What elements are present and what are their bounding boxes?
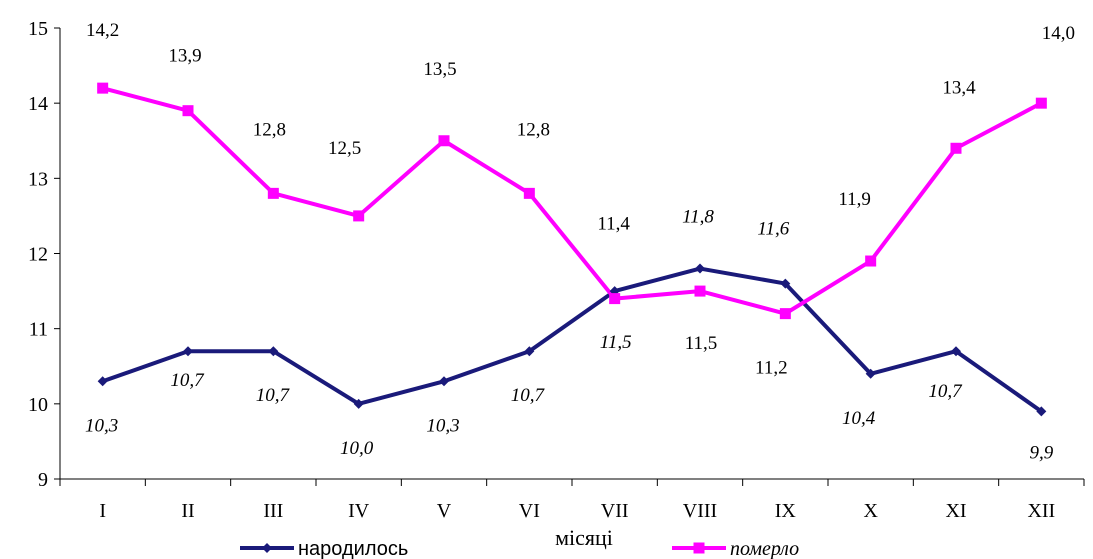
series-line-born (102, 266, 1043, 413)
data-label: 11,8 (682, 207, 714, 228)
y-tick-label: 14 (28, 93, 48, 115)
x-tick-label: IV (348, 500, 370, 522)
data-label: 12,8 (253, 119, 286, 140)
data-label: 10,3 (85, 415, 118, 436)
data-point-marker (267, 187, 279, 199)
data-point-marker (523, 187, 535, 199)
data-point-marker (97, 376, 108, 387)
data-label: 10,7 (511, 385, 546, 406)
data-label: 13,9 (168, 46, 201, 67)
x-axis-title: місяці (555, 525, 613, 550)
data-point-marker (353, 398, 364, 409)
data-point-marker (97, 82, 109, 94)
x-tick-label: VI (519, 500, 540, 522)
data-label: 9,9 (1029, 442, 1053, 463)
series-line-died (102, 86, 1043, 316)
data-label: 11,6 (757, 219, 789, 240)
data-point-marker (950, 142, 962, 154)
series-lines (102, 86, 1043, 413)
data-label: 11,9 (838, 189, 871, 210)
data-label: 13,4 (942, 77, 976, 98)
y-tick-label: 12 (28, 244, 48, 266)
data-label: 14,0 (1042, 23, 1075, 44)
data-point-marker (695, 263, 705, 274)
data-point-marker (1036, 406, 1047, 417)
data-label: 11,4 (597, 214, 630, 235)
legend: народилось померло (240, 538, 799, 559)
data-point-marker (780, 278, 791, 289)
data-point-marker (183, 346, 193, 357)
x-tick-label: II (181, 500, 194, 522)
data-label: 10,4 (842, 408, 876, 429)
y-tick-label: 11 (29, 319, 48, 341)
data-point-marker (694, 285, 706, 297)
y-tick-label: 15 (28, 18, 48, 40)
data-point-marker (268, 346, 279, 357)
x-tick-label: VII (601, 500, 629, 522)
data-point-marker (609, 293, 621, 305)
data-label: 10,3 (426, 415, 459, 436)
data-label: 14,2 (86, 20, 119, 41)
x-tick-label: X (863, 500, 878, 522)
data-label: 13,5 (423, 59, 456, 80)
data-label: 10,7 (170, 370, 205, 391)
data-point-marker (865, 255, 877, 267)
x-tick-label: XII (1027, 500, 1055, 522)
axes (54, 27, 1085, 486)
data-label: 12,5 (328, 138, 361, 159)
data-label: 11,5 (685, 333, 718, 354)
legend-marker (693, 542, 705, 554)
data-point-marker (1035, 97, 1047, 109)
data-point-marker (353, 210, 365, 222)
data-label: 10,7 (928, 381, 963, 402)
x-tick-label: III (263, 500, 283, 522)
x-tick-label: I (99, 500, 106, 522)
data-label: 12,8 (517, 119, 550, 140)
x-tick-label: V (437, 500, 452, 522)
x-tick-label: VIII (683, 500, 717, 522)
x-tick-label: IX (775, 500, 797, 522)
data-point-marker (182, 105, 194, 117)
data-point-marker (779, 308, 791, 320)
data-label: 10,7 (256, 385, 291, 406)
y-tick-label: 9 (38, 469, 48, 491)
legend-label: померло (730, 538, 799, 559)
data-point-marker (439, 376, 449, 387)
y-tick-label: 13 (28, 168, 48, 190)
data-label: 11,5 (600, 332, 632, 353)
series-markers (97, 82, 1047, 417)
data-point-marker (438, 135, 450, 147)
data-labels: 10,3 10,7 10,7 10,0 10,3 10,7 11,5 11,8 11,6 10,4… (85, 20, 1075, 463)
x-tick-label: XI (945, 500, 966, 522)
data-label: 10,0 (340, 438, 374, 459)
data-point-marker (524, 346, 535, 357)
data-label: 11,2 (755, 358, 788, 379)
legend-label: народилось (298, 538, 408, 559)
data-point-marker (865, 368, 876, 379)
data-point-marker (951, 346, 961, 357)
legend-marker (262, 543, 272, 553)
y-tick-label: 10 (28, 394, 48, 416)
